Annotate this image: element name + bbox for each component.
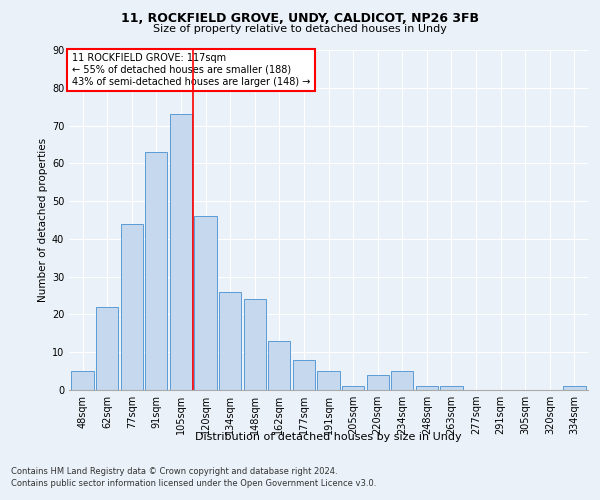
Bar [342,386,364,390]
Bar [194,216,217,390]
Bar [121,224,143,390]
Bar [244,300,266,390]
Bar [440,386,463,390]
Bar [391,371,413,390]
Text: Size of property relative to detached houses in Undy: Size of property relative to detached ho… [153,24,447,34]
Bar [71,371,94,390]
Text: Contains HM Land Registry data © Crown copyright and database right 2024.: Contains HM Land Registry data © Crown c… [11,468,337,476]
Text: 11 ROCKFIELD GROVE: 117sqm
← 55% of detached houses are smaller (188)
43% of sem: 11 ROCKFIELD GROVE: 117sqm ← 55% of deta… [71,54,310,86]
Bar [145,152,167,390]
Bar [563,386,586,390]
Text: Contains public sector information licensed under the Open Government Licence v3: Contains public sector information licen… [11,479,376,488]
Bar [317,371,340,390]
Bar [219,292,241,390]
Text: 11, ROCKFIELD GROVE, UNDY, CALDICOT, NP26 3FB: 11, ROCKFIELD GROVE, UNDY, CALDICOT, NP2… [121,12,479,26]
Bar [170,114,192,390]
Bar [293,360,315,390]
Bar [96,307,118,390]
Bar [268,341,290,390]
Bar [416,386,438,390]
Y-axis label: Number of detached properties: Number of detached properties [38,138,47,302]
Bar [367,375,389,390]
Text: Distribution of detached houses by size in Undy: Distribution of detached houses by size … [196,432,462,442]
